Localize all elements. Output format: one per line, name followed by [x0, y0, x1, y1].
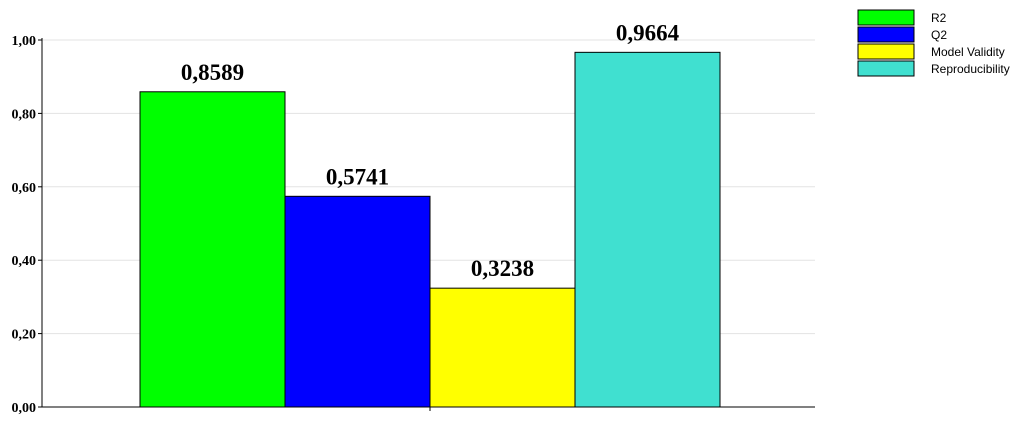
y-tick-label: 0,80 — [12, 107, 37, 122]
legend-label: Reproducibility — [931, 62, 1010, 76]
legend-swatch — [857, 26, 915, 43]
legend-label: R2 — [931, 11, 947, 25]
y-tick-label: 0,00 — [12, 401, 37, 416]
y-axis-ticks: 0,00 0,20 0,40 0,60 0,80 1,00 — [12, 34, 42, 416]
bar-r2 — [139, 91, 286, 408]
legend-swatch — [857, 43, 915, 60]
bars — [139, 51, 721, 408]
legend-swatch — [857, 9, 915, 26]
data-label: 0,3238 — [471, 256, 534, 281]
legend-label: Q2 — [931, 28, 947, 42]
legend: R2 Q2 Model Validity Reproducibility — [857, 9, 1010, 77]
data-labels: 0,8589 0,5741 0,3238 0,9664 — [181, 20, 680, 281]
data-label: 0,5741 — [326, 164, 389, 189]
y-tick-label: 0,40 — [12, 254, 37, 269]
data-label: 0,8589 — [181, 60, 244, 85]
y-tick-label: 1,00 — [12, 34, 37, 49]
bar-reproducibility — [574, 51, 721, 408]
axes — [41, 38, 815, 411]
y-tick-label: 0,60 — [12, 181, 37, 196]
y-tick-label: 0,20 — [12, 328, 37, 343]
bar-model-validity — [429, 287, 576, 408]
data-label: 0,9664 — [616, 20, 680, 45]
bar-q2 — [284, 195, 431, 408]
legend-swatch — [857, 60, 915, 77]
legend-label: Model Validity — [931, 45, 1005, 59]
